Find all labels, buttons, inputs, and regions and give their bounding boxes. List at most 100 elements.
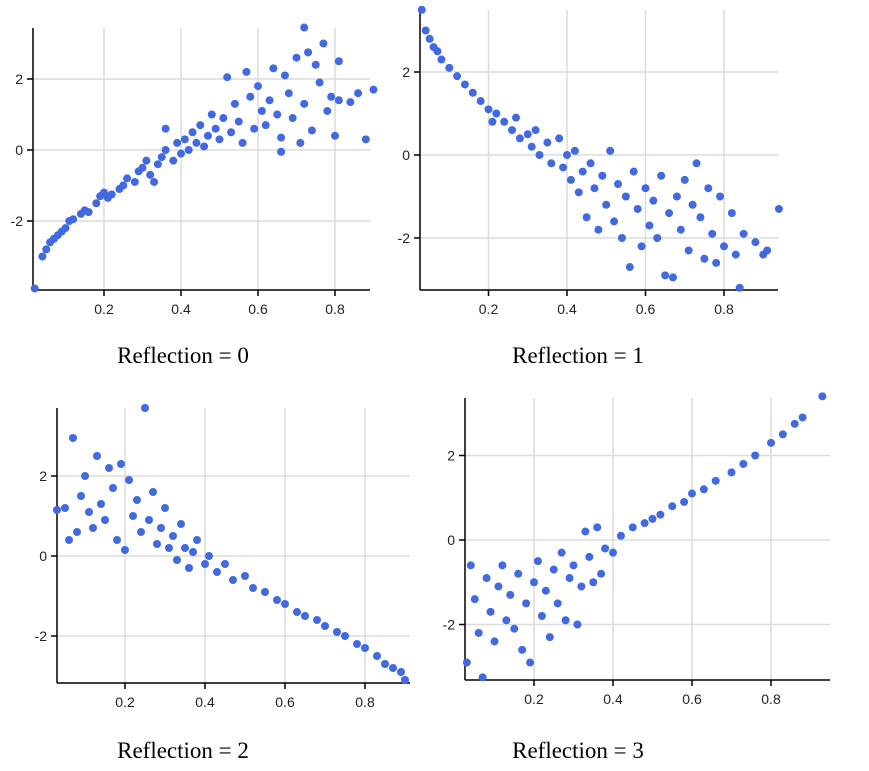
data-point bbox=[610, 217, 619, 226]
data-point bbox=[523, 130, 532, 139]
data-point bbox=[735, 283, 744, 292]
data-point bbox=[470, 595, 479, 604]
data-point bbox=[530, 578, 538, 587]
data-point bbox=[511, 113, 520, 122]
y-tick-label: 0 bbox=[447, 532, 455, 548]
data-point bbox=[508, 126, 517, 135]
data-point bbox=[215, 135, 224, 144]
data-point bbox=[81, 472, 89, 480]
data-point bbox=[527, 142, 536, 151]
data-point bbox=[559, 163, 568, 172]
x-tick-label: 0.8 bbox=[355, 694, 375, 710]
data-point bbox=[437, 55, 446, 64]
data-point bbox=[121, 546, 129, 554]
data-point bbox=[353, 640, 361, 648]
data-point bbox=[637, 242, 646, 251]
data-point bbox=[85, 508, 93, 516]
data-point bbox=[656, 510, 665, 519]
data-point bbox=[261, 121, 270, 130]
data-point bbox=[125, 476, 133, 484]
data-point bbox=[704, 184, 713, 193]
data-point bbox=[150, 177, 159, 186]
data-point bbox=[453, 72, 462, 81]
data-point bbox=[739, 459, 748, 468]
x-tick-label: 0.8 bbox=[714, 301, 734, 317]
data-point bbox=[537, 612, 546, 621]
data-point bbox=[585, 552, 594, 561]
data-point bbox=[577, 582, 586, 591]
scatter-panel-1: 0.2 0.4 0.6 0.8 -2 0 2 Reflection = 1 bbox=[398, 5, 783, 368]
data-point bbox=[69, 434, 77, 442]
data-point bbox=[578, 167, 587, 176]
data-point bbox=[609, 548, 617, 557]
data-point bbox=[543, 138, 552, 147]
data-point bbox=[665, 209, 674, 218]
x-tick-label: 0.8 bbox=[761, 691, 781, 707]
data-point bbox=[331, 131, 339, 140]
data-point bbox=[109, 484, 117, 492]
data-point bbox=[381, 660, 389, 668]
data-point bbox=[234, 117, 243, 126]
data-point bbox=[223, 73, 232, 82]
data-point bbox=[177, 149, 185, 158]
data-point bbox=[145, 516, 153, 524]
scatter-panel-0: 0.2 0.4 0.6 0.8 -2 0 2 Reflection = 0 bbox=[11, 23, 378, 368]
data-point bbox=[712, 258, 721, 267]
data-point bbox=[482, 574, 491, 583]
data-point bbox=[573, 620, 582, 629]
data-point bbox=[69, 215, 78, 224]
data-point bbox=[177, 520, 185, 528]
data-point bbox=[494, 582, 503, 591]
data-point bbox=[250, 124, 259, 133]
data-point bbox=[157, 153, 166, 162]
data-point bbox=[181, 544, 189, 552]
data-point bbox=[323, 106, 332, 115]
data-point bbox=[300, 99, 309, 108]
data-point bbox=[173, 556, 181, 564]
panel-caption: Reflection = 1 bbox=[512, 343, 644, 368]
data-point bbox=[137, 528, 145, 536]
data-point bbox=[369, 85, 378, 94]
x-tick-label: 0.2 bbox=[479, 301, 499, 317]
data-point bbox=[514, 569, 523, 578]
data-point bbox=[581, 527, 590, 536]
data-point bbox=[720, 242, 728, 251]
data-point bbox=[334, 96, 343, 105]
data-point bbox=[582, 213, 591, 222]
data-point bbox=[645, 221, 654, 230]
data-point bbox=[498, 561, 507, 570]
data-point bbox=[169, 532, 177, 540]
data-point bbox=[561, 616, 570, 625]
y-tick-label: 2 bbox=[39, 468, 47, 484]
data-point bbox=[157, 524, 165, 532]
panel-caption: Reflection = 0 bbox=[117, 343, 249, 368]
data-point bbox=[161, 124, 170, 133]
data-point bbox=[319, 39, 328, 48]
data-point bbox=[101, 516, 109, 524]
data-point bbox=[633, 204, 642, 213]
data-point bbox=[790, 419, 799, 428]
y-tick-label: 2 bbox=[447, 448, 455, 464]
data-point bbox=[354, 89, 363, 98]
data-point bbox=[130, 177, 139, 186]
data-point bbox=[97, 500, 105, 508]
data-point bbox=[315, 78, 324, 87]
data-point bbox=[421, 26, 430, 35]
data-point bbox=[192, 138, 201, 147]
data-point bbox=[688, 489, 696, 498]
data-point bbox=[213, 568, 221, 576]
data-point bbox=[300, 23, 309, 32]
scatter-panel-2: 0.2 0.4 0.6 0.8 -2 0 2 Reflection = 2 bbox=[35, 404, 410, 763]
x-tick-label: 0.4 bbox=[557, 301, 577, 317]
data-point bbox=[531, 126, 540, 135]
y-tick-label: -2 bbox=[11, 213, 24, 229]
data-point bbox=[545, 633, 554, 642]
data-point bbox=[751, 238, 760, 247]
data-point bbox=[65, 536, 73, 544]
data-point bbox=[327, 92, 336, 101]
data-point bbox=[219, 114, 228, 123]
data-point bbox=[129, 512, 137, 520]
data-point bbox=[92, 199, 101, 208]
y-tick-label: 2 bbox=[402, 64, 410, 80]
